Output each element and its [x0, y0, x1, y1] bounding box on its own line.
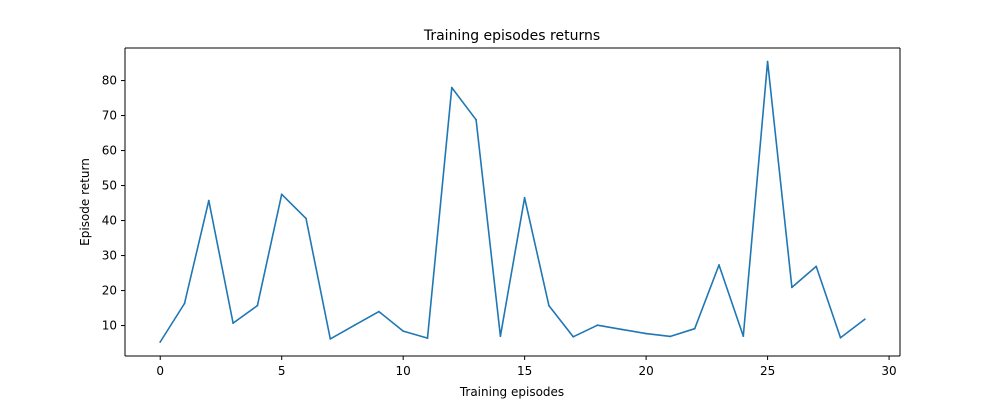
data-point — [572, 335, 575, 338]
data-point — [742, 335, 745, 337]
data-point — [839, 336, 842, 339]
x-tick-label: 5 — [278, 364, 286, 378]
data-point — [669, 335, 672, 338]
data-point — [815, 265, 818, 268]
data-point — [378, 310, 380, 313]
data-point — [426, 337, 429, 339]
axes-frame — [124, 47, 901, 357]
x-tick-label: 20 — [638, 364, 653, 378]
chart-title: Training episodes returns — [423, 28, 600, 44]
data-point — [693, 327, 696, 330]
data-point — [499, 335, 502, 337]
y-tick-label: 70 — [102, 109, 117, 123]
data-point — [863, 318, 866, 321]
data-point — [718, 264, 720, 266]
x-tick-label: 10 — [396, 364, 411, 378]
series-lines — [159, 60, 866, 343]
y-tick-label: 60 — [102, 144, 117, 158]
series-line — [159, 60, 866, 343]
y-tick-label: 30 — [102, 249, 117, 263]
data-point — [548, 304, 550, 307]
data-point — [329, 338, 332, 340]
data-point — [596, 324, 599, 327]
x-tick-label: 30 — [881, 364, 896, 378]
data-point — [791, 286, 793, 289]
x-tick-label: 0 — [156, 364, 164, 378]
y-tick-label: 80 — [102, 74, 117, 88]
x-tick-label: 25 — [760, 364, 775, 378]
data-point — [766, 60, 769, 63]
y-axis-ticks: 10 20 30 40 50 60 70 80 — [102, 74, 125, 333]
y-tick-label: 50 — [102, 179, 117, 193]
data-point — [620, 328, 623, 331]
data-point — [280, 193, 283, 196]
y-axis-title: Episode return — [78, 158, 92, 246]
y-tick-label: 20 — [102, 284, 117, 298]
data-point — [232, 322, 235, 324]
data-point — [256, 304, 259, 307]
y-tick-label: 10 — [102, 319, 117, 333]
data-point — [523, 196, 526, 199]
data-point — [305, 217, 307, 220]
y-tick-label: 40 — [102, 214, 117, 228]
data-point — [402, 330, 405, 332]
data-point — [183, 302, 186, 305]
x-axis-ticks: 0 5 10 15 20 25 30 — [156, 356, 897, 378]
data-point — [450, 86, 453, 89]
data-point — [645, 332, 647, 335]
x-tick-label: 15 — [517, 364, 532, 378]
data-point — [475, 118, 477, 121]
data-point — [353, 324, 356, 327]
data-point — [207, 199, 210, 202]
data-point — [159, 341, 162, 343]
x-axis-title: Training episodes — [459, 385, 564, 399]
